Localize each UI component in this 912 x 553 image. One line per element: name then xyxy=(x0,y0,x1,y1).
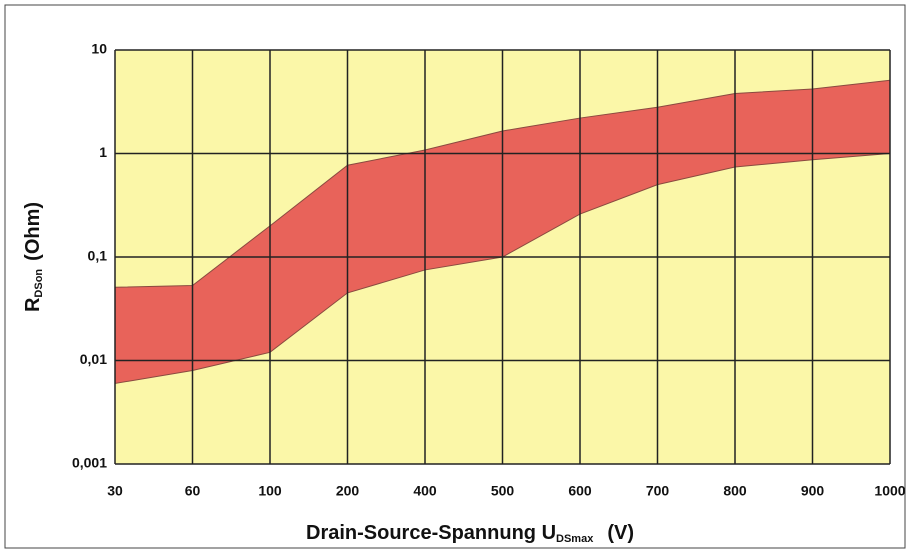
y-label-unit: (Ohm) xyxy=(22,202,44,261)
x-tick-label: 900 xyxy=(801,483,825,499)
x-axis-label: Drain-Source-Spannung UDSmax (V) xyxy=(306,522,634,545)
x-tick-label: 500 xyxy=(491,483,515,499)
x-tick-label: 60 xyxy=(185,483,201,499)
frame xyxy=(4,4,906,549)
y-tick-label: 0,1 xyxy=(88,248,108,264)
y-tick-label: 1 xyxy=(99,144,107,160)
x-label-main: Drain-Source-Spannung U xyxy=(306,522,556,544)
y-label-main: R xyxy=(22,297,44,312)
x-tick-label: 600 xyxy=(568,483,592,499)
x-label-unit: (V) xyxy=(607,522,634,544)
y-label-sub: DSon xyxy=(33,269,45,298)
x-tick-label: 400 xyxy=(413,483,437,499)
y-axis-label: RDSon (Ohm) xyxy=(22,202,45,312)
x-tick-label: 100 xyxy=(258,483,282,499)
y-tick-label: 0,01 xyxy=(80,351,107,367)
x-tick-label: 700 xyxy=(646,483,670,499)
x-label-sub: DSmax xyxy=(556,533,594,545)
x-tick-label: 1000 xyxy=(874,483,905,499)
x-tick-label: 200 xyxy=(336,483,360,499)
x-tick-label: 30 xyxy=(107,483,123,499)
y-tick-label: 0,001 xyxy=(72,455,107,471)
y-tick-label: 10 xyxy=(91,41,107,57)
x-tick-label: 800 xyxy=(723,483,747,499)
